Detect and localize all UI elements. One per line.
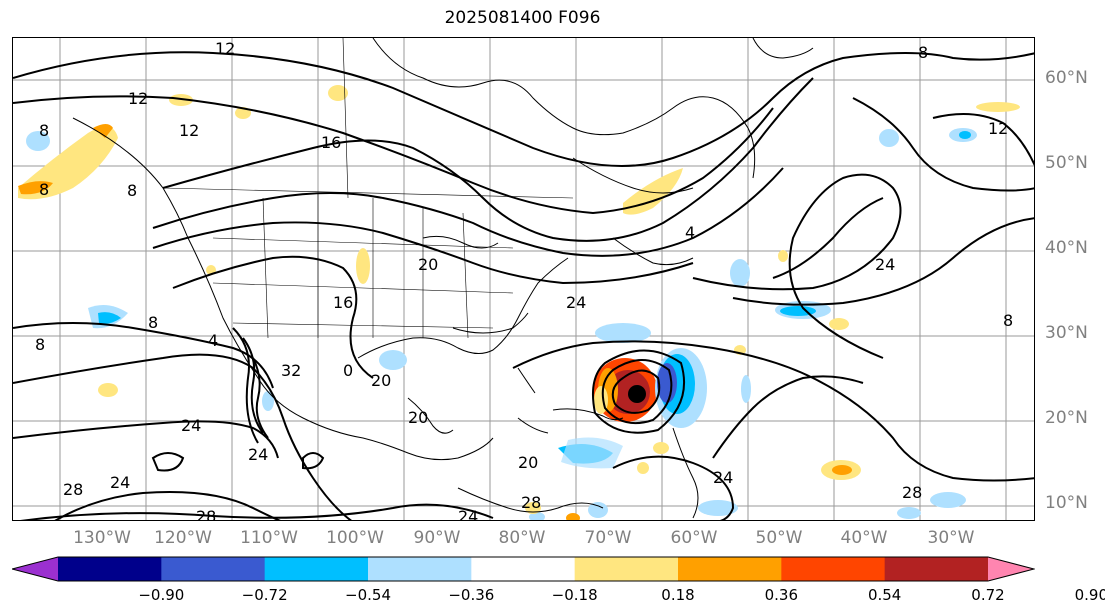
contour-label: 8 bbox=[918, 43, 928, 62]
lat-label-40n: 40°N bbox=[1045, 238, 1088, 258]
colorbar-extend-low bbox=[12, 557, 58, 581]
lat-label-30n: 30°N bbox=[1045, 323, 1088, 343]
contour-label: 24 bbox=[248, 445, 268, 464]
lon-label-80w: 80°W bbox=[498, 528, 546, 548]
colorbar-segment bbox=[781, 557, 886, 581]
contour-label: 4 bbox=[208, 331, 218, 350]
contour-label: 8 bbox=[39, 180, 49, 199]
contour-label: 32 bbox=[281, 361, 301, 380]
graticule bbox=[13, 38, 1034, 520]
political-boundaries bbox=[162, 38, 574, 339]
contour-label: 0 bbox=[343, 361, 353, 380]
contour-label: 28 bbox=[63, 480, 83, 499]
contour-label: 20 bbox=[371, 371, 391, 390]
colorbar-segment bbox=[161, 557, 266, 581]
colorbar-tick-label: 0.36 bbox=[764, 586, 799, 604]
colorbar-segment bbox=[264, 557, 369, 581]
lon-label-130w: 130°W bbox=[73, 528, 131, 548]
lon-label-70w: 70°W bbox=[584, 528, 632, 548]
colorbar-tick-label: −0.36 bbox=[448, 586, 495, 604]
colorbar-tick-label: −0.90 bbox=[138, 586, 185, 604]
colorbar bbox=[12, 556, 1035, 582]
colorbar-outline bbox=[12, 556, 1035, 582]
lat-label-60n: 60°N bbox=[1045, 68, 1088, 88]
contour-lines bbox=[13, 51, 1034, 520]
contour-label: 12 bbox=[179, 121, 199, 140]
colorbar-tick-label: −0.18 bbox=[551, 586, 598, 604]
colorbar-tick-label: 0.54 bbox=[867, 586, 902, 604]
coastlines bbox=[72, 38, 814, 519]
contour-label: 8 bbox=[148, 313, 158, 332]
contour-label: 16 bbox=[321, 133, 341, 152]
lat-label-10n: 10°N bbox=[1045, 493, 1088, 513]
contour-label: 28 bbox=[196, 507, 216, 521]
lon-label-60w: 60°W bbox=[670, 528, 718, 548]
lon-label-120w: 120°W bbox=[154, 528, 212, 548]
colorbar-segment bbox=[368, 557, 472, 581]
contour-label: 20 bbox=[408, 408, 428, 427]
colorbar-segments bbox=[12, 557, 1034, 581]
colorbar-segment bbox=[574, 557, 679, 581]
map-panel: 12 12 12 12 8 8 8 8 8 8 8 16 20 20 20 24… bbox=[12, 37, 1035, 521]
lon-label-100w: 100°W bbox=[326, 528, 384, 548]
storm-center-marker bbox=[628, 385, 646, 403]
colorbar-segment bbox=[471, 557, 576, 581]
colorbar-segment bbox=[58, 557, 162, 581]
colorbar-segment bbox=[678, 557, 782, 581]
lat-label-20n: 20°N bbox=[1045, 408, 1088, 428]
contour-label: 24 bbox=[110, 473, 130, 492]
contour-label: 8 bbox=[39, 121, 49, 140]
colorbar-segment bbox=[884, 557, 989, 581]
contour-label: 8 bbox=[1003, 311, 1013, 330]
colorbar-tick-label: 0.72 bbox=[971, 586, 1005, 604]
contour-label: 28 bbox=[521, 493, 541, 512]
lon-label-110w: 110°W bbox=[240, 528, 298, 548]
map-title: 2025081400 F096 bbox=[444, 8, 601, 28]
colorbar-extend-high bbox=[988, 557, 1034, 581]
contour-label: 8 bbox=[127, 181, 137, 200]
colorbar-tick-label: 0.90 bbox=[1074, 586, 1105, 604]
contour-label: 12 bbox=[128, 89, 148, 108]
contour-label: 28 bbox=[902, 483, 922, 502]
contour-label: 4 bbox=[685, 223, 695, 242]
contour-label: 20 bbox=[418, 255, 438, 274]
contour-label: 24 bbox=[875, 255, 895, 274]
colorbar-tick-label: −0.72 bbox=[241, 586, 288, 604]
contour-label: 24 bbox=[713, 468, 733, 487]
lon-label-30w: 30°W bbox=[927, 528, 975, 548]
contour-label: 16 bbox=[333, 293, 353, 312]
contour-label: 24 bbox=[458, 507, 478, 521]
colorbar-tick-label: 0.18 bbox=[661, 586, 695, 604]
contour-label: 8 bbox=[35, 335, 45, 354]
contour-label: 12 bbox=[215, 39, 235, 58]
colorbar-tick-label: −0.54 bbox=[345, 586, 391, 604]
lat-label-50n: 50°N bbox=[1045, 153, 1088, 173]
contour-label: 24 bbox=[566, 293, 586, 312]
contour-label: 24 bbox=[181, 416, 201, 435]
lon-label-50w: 50°W bbox=[755, 528, 803, 548]
contour-label: 20 bbox=[518, 453, 538, 472]
lon-label-90w: 90°W bbox=[413, 528, 461, 548]
map-canvas: 12 12 12 12 8 8 8 8 8 8 8 16 20 20 20 24… bbox=[13, 38, 1034, 521]
contour-label: 12 bbox=[988, 119, 1008, 138]
lon-label-40w: 40°W bbox=[840, 528, 888, 548]
contour-label-group: 12 12 12 12 8 8 8 8 8 8 8 16 20 20 20 24… bbox=[35, 39, 1013, 521]
